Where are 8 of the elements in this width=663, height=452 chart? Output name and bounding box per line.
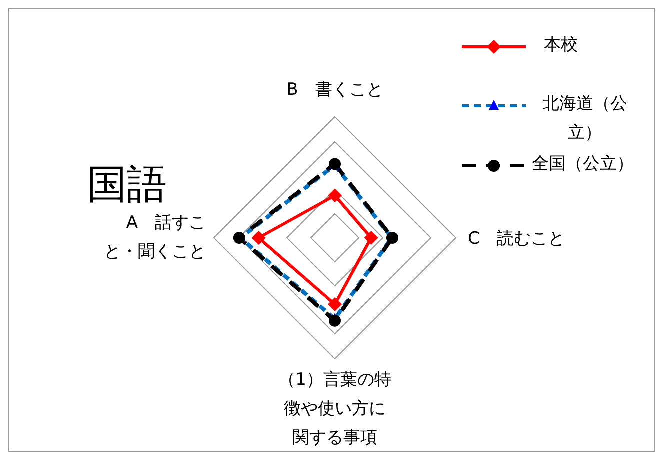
spoke-label: B 書くこと	[286, 80, 384, 100]
legend-label: 北海道（公立）	[542, 93, 628, 145]
legend-label: 全国（公立）	[532, 153, 635, 176]
spoke-label: A 話すこと・聞くこと	[104, 213, 206, 262]
text: 国語	[87, 161, 167, 210]
spoke-label: （1）言葉の特徴や使い方に関する事項	[278, 370, 392, 448]
legend-label: 本校	[544, 34, 579, 57]
spoke-label: C 読むこと	[468, 229, 565, 249]
